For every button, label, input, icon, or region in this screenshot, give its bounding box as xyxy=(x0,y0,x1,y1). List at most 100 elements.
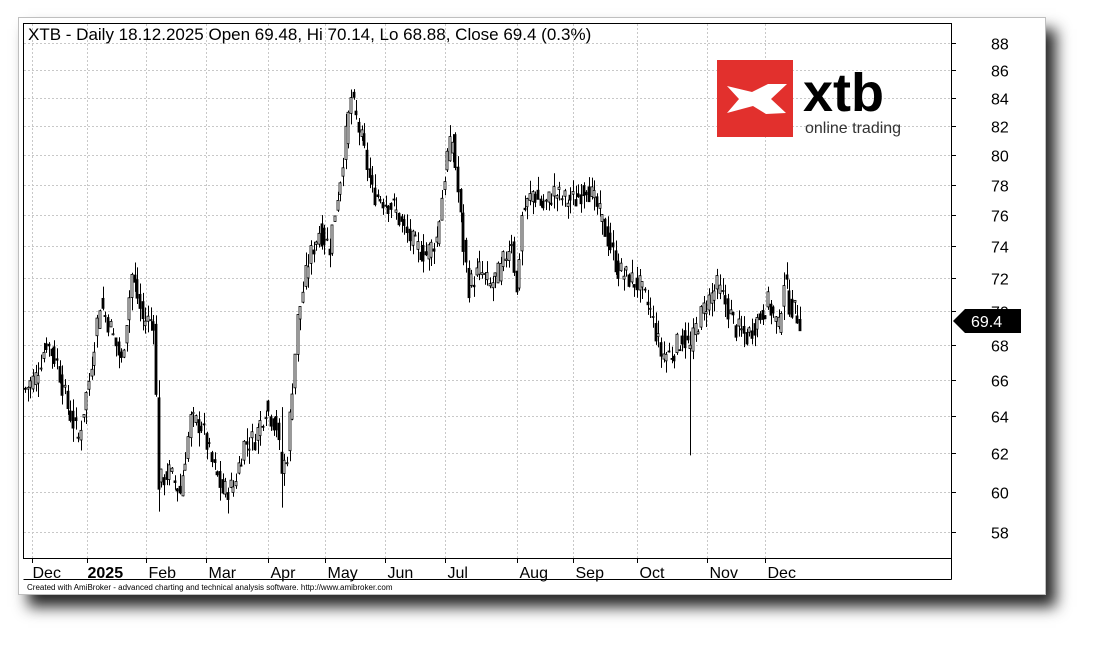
candle-body xyxy=(493,272,497,277)
candle-body xyxy=(117,341,121,356)
candle-body xyxy=(469,273,473,286)
candle-body xyxy=(771,306,775,314)
candle-body xyxy=(766,291,770,308)
candle-body xyxy=(74,417,78,422)
candle-body xyxy=(795,315,799,324)
candle-body xyxy=(151,321,155,331)
candle-body xyxy=(707,294,711,311)
candle-body xyxy=(309,245,313,264)
candle-body xyxy=(536,189,540,200)
candle-body xyxy=(47,343,51,347)
candle-body xyxy=(245,441,249,445)
candle-body xyxy=(723,295,727,305)
candle-body xyxy=(143,320,147,327)
candle-body xyxy=(672,355,676,362)
candle-body xyxy=(205,433,209,450)
chart-title: XTB - Daily 18.12.2025 Open 69.48, Hi 70… xyxy=(28,25,591,44)
candle-body xyxy=(325,238,329,241)
candle-body xyxy=(63,384,67,388)
y-tick-label: 64 xyxy=(991,410,1009,427)
candle-body xyxy=(739,328,743,331)
candle-body xyxy=(643,288,647,291)
candle-body xyxy=(758,313,762,321)
candle-body xyxy=(68,410,72,421)
chart-panel: 58606264666870727476788082848688 Dec2025… xyxy=(18,17,1046,595)
candle-body xyxy=(793,299,797,303)
candle-body xyxy=(60,374,64,396)
candle-body xyxy=(688,344,692,349)
candle-body xyxy=(229,479,233,488)
candle-body xyxy=(712,290,716,301)
candle-body xyxy=(517,259,521,289)
candle-body xyxy=(210,452,214,463)
candle-body xyxy=(127,297,131,321)
candle-body xyxy=(755,317,759,330)
candle-body xyxy=(785,274,789,280)
candle-body xyxy=(464,239,468,263)
candle-body xyxy=(186,436,190,459)
candle-body xyxy=(274,416,278,431)
candle-body xyxy=(42,351,46,359)
candle-body xyxy=(563,190,567,197)
grid-lines xyxy=(24,24,951,558)
candle-body xyxy=(603,218,607,237)
footer-credit: Created with AmiBroker - advanced charti… xyxy=(27,583,393,592)
candle-body xyxy=(715,275,719,290)
candle-body xyxy=(215,471,219,476)
candle-body xyxy=(448,136,452,162)
candle-body xyxy=(664,353,668,362)
candle-body xyxy=(330,224,334,254)
chart-svg: 58606264666870727476788082848688 Dec2025… xyxy=(23,23,1021,592)
candle-body xyxy=(397,212,401,226)
candle-body xyxy=(239,464,243,467)
candle-body xyxy=(71,410,75,429)
candle-body xyxy=(288,411,292,452)
candle-body xyxy=(656,333,660,338)
candle-body xyxy=(114,337,118,347)
candle-body xyxy=(368,168,372,178)
candle-body xyxy=(226,492,230,500)
candle-body xyxy=(512,241,516,273)
candle-body xyxy=(432,248,436,252)
candle-body xyxy=(92,351,96,366)
candle-body xyxy=(66,390,70,410)
x-month-label: Jul xyxy=(448,565,468,582)
candle-body xyxy=(31,375,35,390)
candle-body xyxy=(686,335,690,341)
candle-body xyxy=(598,203,602,209)
candle-body xyxy=(183,463,187,471)
candle-body xyxy=(640,281,644,288)
x-month-label: Apr xyxy=(271,565,297,582)
candle-body xyxy=(555,195,559,199)
candle-body xyxy=(576,193,580,198)
candle-body xyxy=(488,283,492,287)
candle-body xyxy=(141,301,145,320)
candle-body xyxy=(453,134,457,168)
candle-body xyxy=(646,301,650,306)
candle-body xyxy=(39,367,43,370)
candle-body xyxy=(437,221,441,245)
candle-body xyxy=(456,166,460,193)
candle-body xyxy=(408,228,412,242)
logo-brand: xtb xyxy=(803,63,884,123)
y-axis: 58606264666870727476788082848688 xyxy=(951,37,1009,543)
candle-body xyxy=(341,167,345,177)
candle-body xyxy=(683,330,687,349)
logo-x-mark xyxy=(727,84,787,114)
candle-body xyxy=(95,317,99,337)
candle-body xyxy=(170,467,174,472)
candle-body xyxy=(306,266,310,279)
candle-body xyxy=(704,311,708,315)
candle-body xyxy=(675,333,679,354)
candle-body xyxy=(611,242,615,248)
candle-body xyxy=(547,191,551,203)
candle-body xyxy=(79,429,83,441)
candle-body xyxy=(392,198,396,201)
candle-body xyxy=(560,198,564,201)
candle-body xyxy=(277,422,281,441)
candle-body xyxy=(119,351,123,358)
candle-body xyxy=(525,198,529,208)
candle-body xyxy=(349,97,353,114)
y-tick-label: 66 xyxy=(991,374,1009,391)
candle-body xyxy=(159,468,163,483)
